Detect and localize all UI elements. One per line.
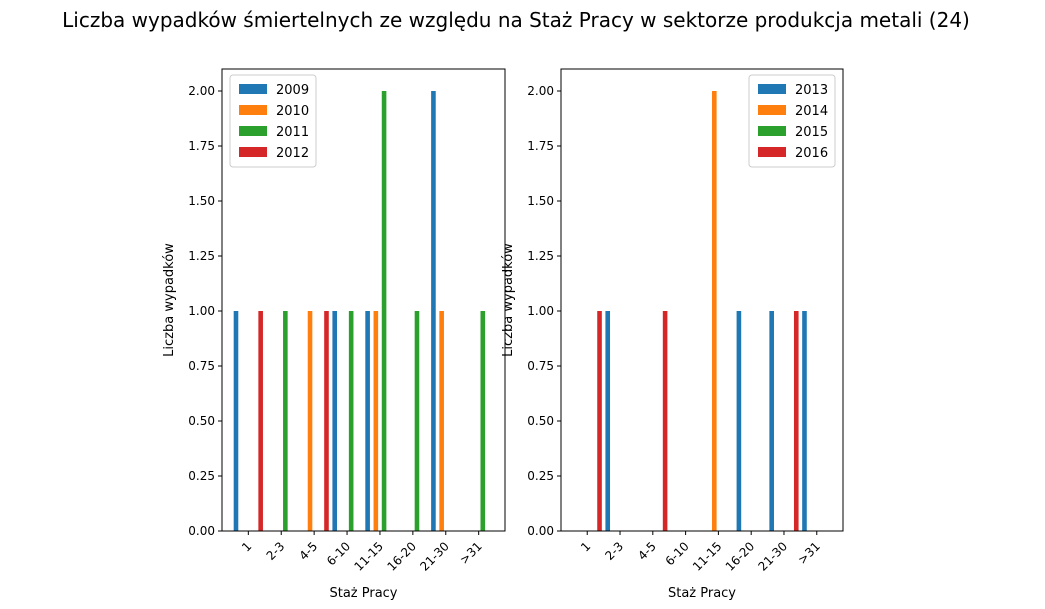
- legend-label-2014: 2014: [795, 104, 828, 119]
- legend-swatch-2015: [758, 126, 786, 136]
- y-tick-label: 1.25: [188, 249, 215, 263]
- bar-2009-21-30: [431, 91, 436, 531]
- legend-label-2015: 2015: [795, 125, 828, 140]
- bar-2016-21-30: [793, 311, 799, 531]
- x-tick-label: 2-3: [602, 539, 626, 563]
- bar-2011->31: [480, 311, 486, 531]
- bar-2014-11-15: [711, 91, 717, 531]
- bar-2013-16-20: [736, 311, 742, 531]
- legend-box: [229, 74, 317, 168]
- bar-2011-16-20: [414, 311, 420, 531]
- chart-panel-left: 0.00 0.25 0.50 0.75 1.00 1.25 1.50 1.75 2.00 1 2-3…: [162, 68, 506, 601]
- chart-panel-right: 0.00 0.25 0.50 0.75 1.00 1.25 1.50 1.75 2.00 1 2-3…: [501, 68, 844, 601]
- x-tick-label: 4-5: [296, 539, 320, 563]
- legend-label-2012: 2012: [276, 146, 309, 161]
- legend-swatch-2011: [239, 126, 267, 136]
- y-tick-label: 1.00: [527, 304, 554, 318]
- bar-2010-11-15: [373, 311, 379, 531]
- y-tick-label: 0.00: [527, 524, 554, 538]
- y-tick-label: 1.00: [188, 304, 215, 318]
- bar-2012-1: [258, 311, 263, 531]
- y-tick-label: 2.00: [188, 84, 215, 98]
- x-tick-label: 21-30: [756, 539, 791, 574]
- legend-label-2009: 2009: [276, 83, 309, 98]
- legend-box: [748, 74, 836, 168]
- legend-label-2016: 2016: [795, 146, 828, 161]
- bar-2011-2-3: [283, 311, 288, 531]
- y-tick-label: 0.25: [527, 469, 554, 483]
- bar-2009-11-15: [365, 311, 370, 531]
- x-tick-label: 1: [239, 539, 254, 554]
- bar-2009-1: [233, 311, 239, 531]
- x-tick-label: 2-3: [264, 539, 288, 563]
- y-tick-label: 1.75: [527, 139, 554, 153]
- y-tick-label: 1.25: [527, 249, 554, 263]
- x-tick-label: 6-10: [663, 539, 692, 568]
- bar-2011-6-10: [348, 311, 354, 531]
- axes-frame: [560, 68, 844, 532]
- y-axis-label: Liczba wypadków: [501, 243, 516, 357]
- legend-swatch-2010: [239, 105, 267, 115]
- axes-frame: [221, 68, 506, 532]
- legend-swatch-2012: [239, 147, 267, 157]
- legend-label-2011: 2011: [276, 125, 309, 140]
- y-tick-label: 0.50: [527, 414, 554, 428]
- bar-2009-6-10: [332, 311, 338, 531]
- x-tick-label: 1: [578, 539, 593, 554]
- y-tick-label: 1.75: [188, 139, 215, 153]
- y-tick-label: 1.50: [527, 194, 554, 208]
- x-tick-label: 11-15: [352, 539, 387, 574]
- x-tick-label: 11-15: [690, 539, 725, 574]
- bar-2013->31: [802, 311, 807, 531]
- bar-2010-4-5: [307, 311, 313, 531]
- x-axis-label: Staż Pracy: [329, 586, 397, 601]
- y-tick-label: 0.75: [527, 359, 554, 373]
- bar-2016-4-5: [662, 311, 668, 531]
- bar-2013-21-30: [769, 311, 774, 531]
- x-tick-label: 16-20: [384, 539, 419, 574]
- x-tick-label: >31: [457, 539, 485, 567]
- y-tick-label: 0.75: [188, 359, 215, 373]
- y-axis-label: Liczba wypadków: [162, 243, 177, 357]
- x-tick-label: >31: [795, 539, 823, 567]
- x-tick-label: 21-30: [417, 539, 452, 574]
- bar-2010-21-30: [439, 311, 444, 531]
- legend-swatch-2014: [758, 105, 786, 115]
- y-tick-label: 0.00: [188, 524, 215, 538]
- bar-2016-1: [597, 311, 602, 531]
- y-tick-label: 2.00: [527, 84, 554, 98]
- bar-2013-2-3: [605, 311, 611, 531]
- legend-swatch-2016: [758, 147, 786, 157]
- y-tick-label: 0.50: [188, 414, 215, 428]
- y-tick-label: 0.25: [188, 469, 215, 483]
- y-tick-label: 1.50: [188, 194, 215, 208]
- legend-swatch-2009: [239, 84, 267, 94]
- x-axis-label: Staż Pracy: [668, 586, 736, 601]
- legend-label-2013: 2013: [795, 83, 828, 98]
- x-tick-label: 16-20: [723, 539, 758, 574]
- figure-title: Liczba wypadków śmiertelnych ze względu …: [62, 8, 970, 32]
- bar-2011-11-15: [381, 91, 387, 531]
- bar-2012-4-5: [324, 311, 329, 531]
- x-tick-label: 4-5: [635, 539, 659, 563]
- legend-label-2010: 2010: [276, 104, 309, 119]
- legend-swatch-2013: [758, 84, 786, 94]
- x-tick-label: 6-10: [324, 539, 353, 568]
